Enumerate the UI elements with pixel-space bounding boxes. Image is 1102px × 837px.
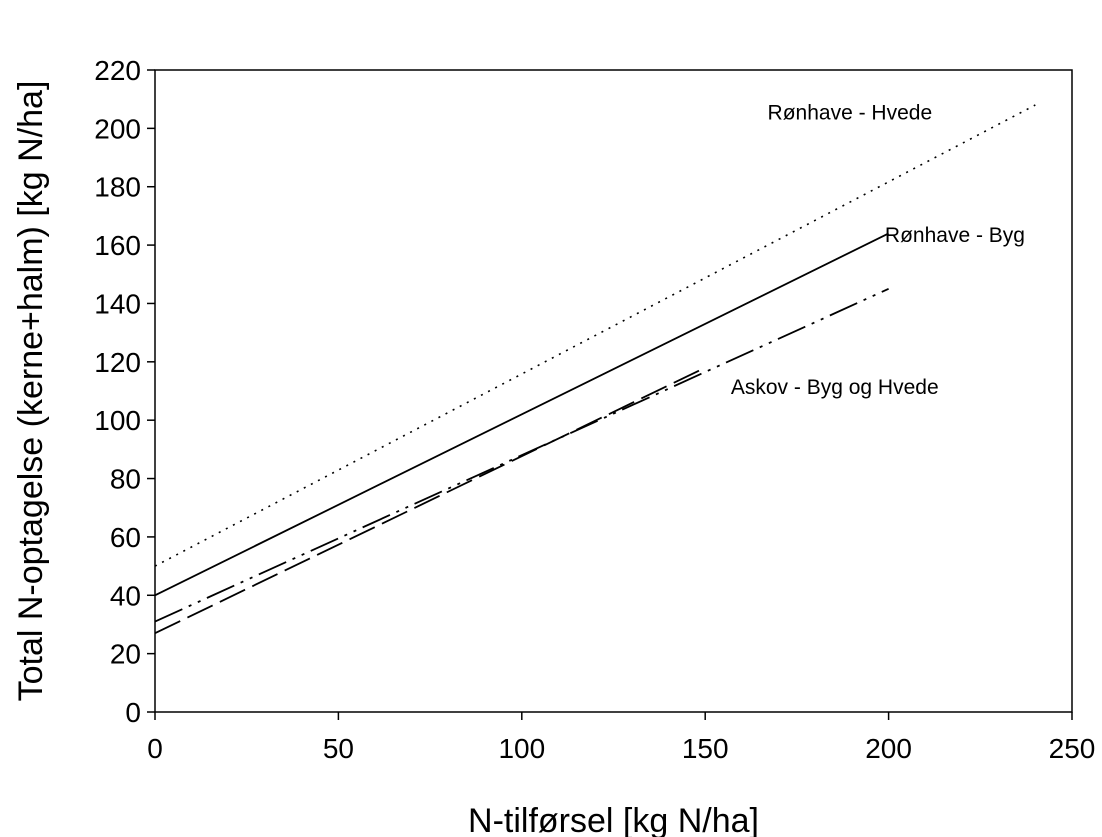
y-tick-label: 220 [94,55,141,86]
y-tick-label: 140 [94,288,141,319]
x-axis: 0 50 100 150 200 250 [147,712,1095,764]
y-tick-label: 180 [94,172,141,203]
y-tick-label: 100 [94,405,141,436]
x-tick-label: 250 [1049,733,1096,764]
x-axis-title: N-tilførsel [kg N/ha] [468,802,759,837]
y-tick-label: 0 [125,697,141,728]
series-annotation: Askov - Byg og Hvede [731,376,939,399]
y-tick-label: 200 [94,113,141,144]
plot-frame [154,69,1073,713]
y-axis: 0 20 40 60 80 100 120 140 160 180 200 220 [94,55,155,728]
x-tick-label: 200 [865,733,912,764]
series-annotation: Rønhave - Byg [885,224,1025,247]
x-tick-label: 150 [682,733,729,764]
y-tick-label: 160 [94,230,141,261]
annotation-layer: Rønhave - Hvede Rønhave - Byg Askov - Byg … [731,102,1025,399]
x-tick-label: 0 [147,733,163,764]
x-tick-label: 100 [498,733,545,764]
x-tick-label: 50 [323,733,354,764]
series-annotation: Rønhave - Hvede [768,102,933,125]
series-layer [154,104,1036,635]
y-tick-label: 20 [110,639,141,670]
series-line-1 [154,104,1036,567]
y-tick-label: 120 [94,347,141,378]
plot-area [154,69,1073,713]
y-axis-title: Total N-optagelse (kerne+halm) [kg N/ha] [12,81,50,702]
series-line-2 [154,232,889,597]
y-tick-label: 60 [110,522,141,553]
y-tick-label: 80 [110,464,141,495]
series-line-4 [154,366,706,635]
y-tick-label: 40 [110,580,141,611]
